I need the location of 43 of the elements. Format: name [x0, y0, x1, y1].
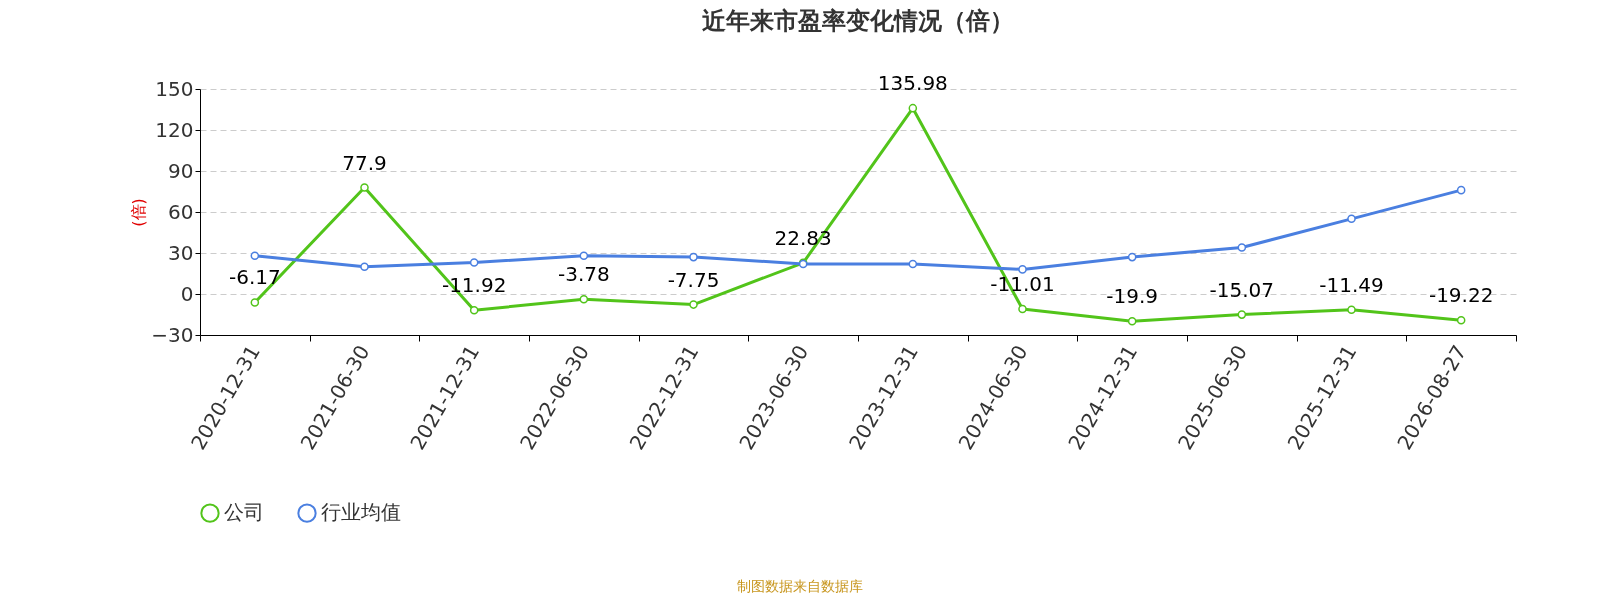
point: [360, 262, 369, 271]
y-tick-label: −30: [151, 322, 194, 347]
point: [1127, 316, 1137, 326]
data-label: -15.07: [1209, 277, 1275, 302]
data-label: -19.9: [1106, 284, 1159, 309]
legend-label: 行业均值: [321, 500, 401, 525]
y-tick-label: 60: [168, 199, 194, 224]
data-label: -19.22: [1428, 283, 1494, 308]
chart-title: 近年来市盈率变化情况（倍）: [702, 7, 1014, 36]
point: [1237, 243, 1247, 252]
y-tick-label: 90: [168, 158, 194, 183]
point: [689, 252, 698, 262]
point: [579, 294, 589, 304]
y-tick-label: 0: [180, 281, 194, 306]
legend-label: 公司: [224, 500, 264, 525]
point: [1456, 315, 1466, 325]
point: [250, 251, 260, 261]
point: [250, 298, 260, 307]
data-label: -6.17: [228, 265, 281, 290]
point: [469, 306, 479, 315]
text: 制图数据来自数据库: [736, 578, 864, 596]
y-tick-label: 30: [168, 240, 194, 265]
point: [1127, 252, 1137, 262]
point: [1018, 265, 1027, 274]
data-label: 135.98: [877, 71, 948, 96]
data-label: -3.78: [557, 262, 610, 287]
point: [908, 259, 918, 269]
point: [469, 258, 479, 267]
y-axis-title: (倍): [129, 198, 149, 227]
point: [689, 300, 698, 309]
data-label: -7.75: [667, 267, 720, 292]
point: [1237, 310, 1247, 319]
y-tick-label: 150: [155, 76, 194, 101]
point: [579, 251, 589, 261]
y-tick-label: 120: [155, 117, 194, 142]
data-label: -11.49: [1319, 272, 1384, 297]
point: [908, 103, 918, 113]
point: [1456, 185, 1466, 195]
point: [1347, 214, 1356, 224]
point: [1018, 304, 1027, 314]
data-label: 77.9: [342, 150, 387, 175]
point: [360, 183, 369, 192]
point: [1347, 305, 1356, 314]
